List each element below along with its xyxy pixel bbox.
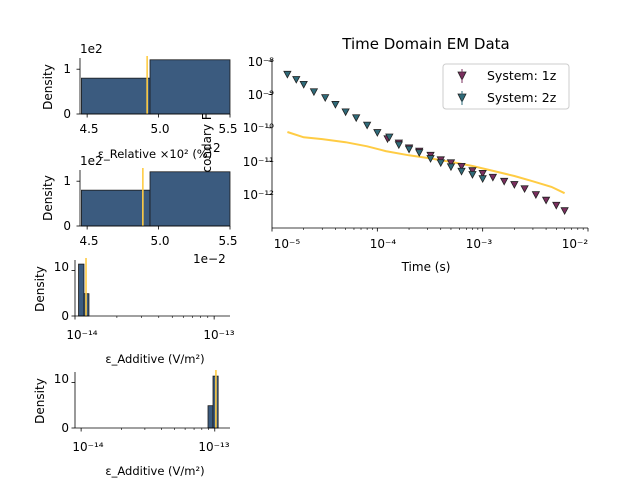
panel-additive-hist-1: Density 0 10 10⁻¹⁴ 10⁻¹³ ε_Additive (V/m…: [33, 260, 235, 366]
offset-label: 1e−2: [193, 252, 226, 266]
data-point-system-2z: [373, 129, 382, 137]
histogram-bar: [78, 263, 85, 317]
x-tick-label: 10⁻⁵: [274, 237, 301, 251]
data-point-system-2z: [478, 175, 487, 184]
data-point-system-1z: [541, 196, 551, 205]
panel-relative-hist-1: 1e2 Density 0 1 4.5 5.0 5.5 ε_Relative ×…: [41, 42, 238, 161]
data-point-system-1z: [560, 207, 569, 216]
x-axis-label: Time (s): [401, 260, 451, 274]
x-tick-label: 5.0: [150, 234, 169, 248]
panel-tem-data: Time Domain EM Data Time (s) Secondary F…: [200, 35, 588, 274]
data-point-system-1z: [446, 159, 456, 168]
y-axis-label: Density: [41, 175, 55, 221]
data-point-system-1z: [520, 185, 529, 194]
data-point-system-2z: [457, 167, 466, 176]
x-tick-label: 10⁻¹³: [203, 328, 234, 342]
data-point-system-2z: [385, 133, 394, 142]
data-point-system-2z: [446, 163, 456, 172]
x-tick-label: 4.5: [79, 234, 98, 248]
x-tick-label: 10⁻³: [466, 237, 493, 251]
data-point-system-2z: [426, 155, 435, 163]
data-point-system-1z: [552, 201, 561, 210]
y-tick-label: 0: [63, 107, 71, 121]
x-tick-label: 10⁻¹⁴: [72, 440, 103, 454]
offset-label: −2: [203, 141, 221, 155]
data-point-system-2z: [299, 80, 308, 89]
y-tick-label: 0: [61, 421, 69, 435]
data-point-system-1z: [499, 177, 509, 186]
x-tick-label: 10⁻⁴: [370, 237, 397, 251]
x-tick-label: 10⁻²: [562, 237, 589, 251]
histogram-bar: [149, 59, 231, 115]
exponent-label: 1e2: [80, 154, 103, 168]
legend-label-system-1z: System: 1z: [487, 68, 557, 83]
tem-plot-area: [268, 59, 589, 232]
model-curve: [287, 131, 566, 195]
y-tick-label: 10⁻⁸: [248, 55, 275, 69]
data-point-system-2z: [415, 149, 424, 158]
legend-label-system-2z: System: 2z: [487, 90, 557, 105]
y-tick-label: 10: [54, 372, 69, 386]
exponent-label: 1e2: [80, 42, 103, 56]
x-tick-label: 10⁻¹⁴: [66, 328, 97, 342]
data-point-system-1z: [510, 181, 519, 189]
data-point-system-2z: [292, 76, 301, 84]
y-axis-label: Density: [33, 378, 47, 424]
histogram-bar: [207, 405, 214, 429]
x-tick-label: 5.0: [150, 122, 169, 136]
legend: System: 1z System: 2z: [442, 63, 570, 110]
histogram-bar: [81, 77, 151, 115]
histogram-relative_hist_1: [76, 56, 231, 118]
legend-frame: [442, 63, 570, 110]
x-axis-label: ε_Additive (V/m²): [105, 464, 204, 478]
x-axis-label: ε_Additive (V/m²): [105, 352, 204, 366]
histogram-bar: [81, 189, 151, 227]
x-tick-label: 10⁻¹³: [198, 440, 229, 454]
data-point-system-2z: [436, 159, 445, 168]
panel-additive-hist-2: Density 0 10 10⁻¹⁴ 10⁻¹³ ε_Additive (V/m…: [33, 372, 230, 478]
data-point-system-2z: [404, 145, 414, 154]
y-tick-label: 10: [54, 260, 69, 274]
data-point-system-2z: [283, 70, 292, 79]
data-point-system-2z: [362, 121, 372, 130]
y-tick-label: 0: [63, 219, 71, 233]
y-axis-label: Density: [41, 64, 55, 110]
histogram-additive_hist_1: [71, 258, 230, 320]
y-tick-label: 1: [63, 174, 71, 188]
x-tick-label: 4.5: [79, 122, 98, 136]
y-tick-label: 10⁻¹¹: [243, 155, 274, 169]
y-tick-label: 10⁻¹²: [243, 188, 274, 202]
histogram-additive_hist_2: [71, 370, 230, 432]
panel-relative-hist-2: 1e2 Density 0 1 4.5 5.0 5.5 1e−2: [41, 154, 238, 266]
y-tick-label: 10⁻¹⁰: [243, 121, 274, 135]
data-point-system-2z: [341, 108, 350, 117]
data-point-system-2z: [309, 88, 319, 97]
histogram-relative_hist_2: [76, 168, 231, 230]
y-tick-label: 1: [63, 62, 71, 76]
data-point-system-1z: [468, 167, 477, 176]
data-point-system-1z: [457, 162, 466, 171]
data-point-system-1z: [531, 191, 541, 199]
data-point-system-2z: [331, 101, 340, 109]
chart-title: Time Domain EM Data: [341, 35, 509, 53]
chart-marks: [71, 56, 589, 432]
y-tick-label: 10⁻⁹: [248, 88, 275, 102]
data-point-system-1z: [478, 170, 487, 178]
data-point-system-2z: [468, 171, 477, 179]
x-tick-label: 5.5: [218, 234, 237, 248]
y-tick-label: 0: [61, 309, 69, 323]
data-point-system-2z: [352, 114, 361, 123]
data-point-system-1z: [488, 173, 498, 182]
x-axis-label: ε_Relative ×10² (%): [98, 147, 212, 161]
x-tick-label: 5.5: [218, 122, 237, 136]
data-point-system-2z: [394, 141, 404, 150]
data-point-system-2z: [321, 94, 330, 102]
y-axis-label: Secondary Field: [200, 92, 214, 187]
histogram-bar: [149, 171, 231, 227]
y-axis-label: Density: [33, 266, 47, 312]
